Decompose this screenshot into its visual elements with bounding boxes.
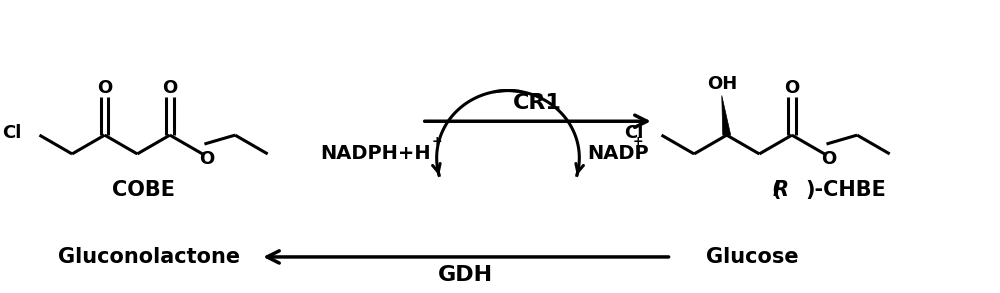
Text: GDH: GDH	[438, 265, 493, 285]
Text: (: (	[771, 180, 781, 200]
Text: Gluconolactone: Gluconolactone	[58, 247, 241, 267]
Text: R: R	[773, 180, 789, 200]
Polygon shape	[722, 96, 731, 135]
Text: Cl: Cl	[2, 124, 22, 142]
Text: OH: OH	[707, 75, 737, 93]
Text: O: O	[162, 79, 177, 97]
Text: Cl: Cl	[624, 124, 644, 142]
Text: +: +	[432, 134, 442, 148]
Text: O: O	[199, 150, 214, 168]
Text: )-CHBE: )-CHBE	[805, 180, 886, 200]
Text: +: +	[633, 134, 643, 148]
Text: NADP: NADP	[587, 144, 649, 163]
Text: CR1: CR1	[513, 93, 562, 113]
Text: O: O	[97, 79, 112, 97]
Text: NADPH+H: NADPH+H	[320, 144, 431, 163]
Text: COBE: COBE	[112, 180, 175, 200]
Text: O: O	[784, 79, 800, 97]
Text: Glucose: Glucose	[706, 247, 799, 267]
Text: O: O	[821, 150, 836, 168]
